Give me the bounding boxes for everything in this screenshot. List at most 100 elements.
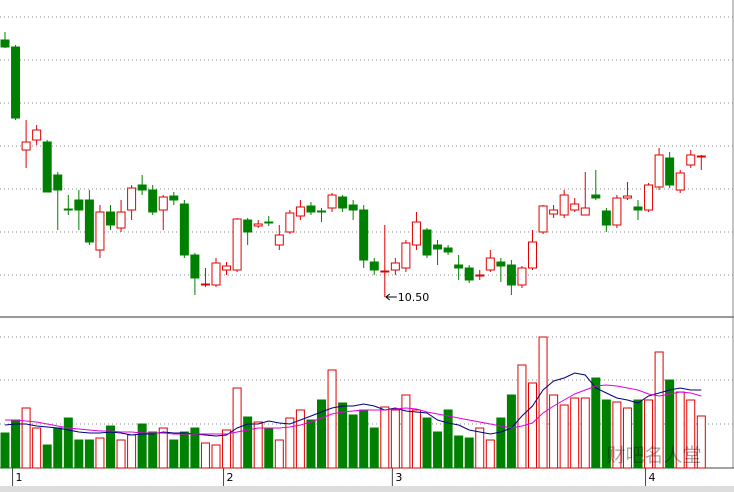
volume-average-line (4, 372, 702, 437)
volume-bar (0, 432, 10, 469)
volume-bar (665, 379, 675, 469)
candle-body (559, 194, 569, 216)
candle-body (148, 189, 158, 213)
volume-bar (506, 394, 516, 469)
volume-bar (411, 409, 421, 469)
candle-body (306, 205, 316, 213)
volume-bar (137, 423, 147, 469)
candle-body (359, 209, 369, 261)
candle-body (63, 208, 73, 211)
x-tick-label: 3 (395, 471, 402, 484)
candle-body (243, 219, 253, 233)
candle-body (21, 141, 31, 151)
volume-bar (190, 427, 200, 469)
candle-body (295, 206, 305, 217)
candle-body (612, 197, 622, 226)
volume-bar (686, 399, 696, 469)
candle-body (538, 205, 548, 233)
volume-bar (580, 397, 590, 469)
volume-bar (74, 439, 84, 469)
volume-bar (570, 397, 580, 469)
candle-body (601, 210, 611, 226)
candle-body (137, 184, 147, 191)
candle-body (464, 267, 474, 281)
volume-bar (106, 425, 115, 469)
volume-bar (454, 435, 464, 469)
candle-body (496, 261, 506, 267)
volume-bar (42, 444, 52, 469)
candle-body (633, 206, 643, 211)
volume-bar (116, 439, 126, 469)
candle-body (211, 262, 221, 286)
volume-bar (211, 444, 221, 469)
candle-body (190, 254, 200, 279)
candle-body (169, 195, 179, 201)
candle-body (200, 283, 210, 286)
volume-bar (622, 407, 632, 469)
candle-body (454, 264, 464, 269)
candle-body (570, 203, 580, 211)
candle-body (422, 229, 432, 256)
candle-body (95, 211, 105, 251)
candle-body (116, 211, 126, 229)
volume-bar (433, 431, 443, 469)
candle-body (42, 141, 52, 193)
candle-body (285, 212, 295, 233)
candle-body (369, 261, 379, 271)
candle-body (158, 196, 168, 211)
volume-bar (654, 351, 664, 469)
candle-body (696, 155, 706, 158)
volume-bar (496, 417, 506, 469)
volume-bar (274, 439, 284, 469)
low-label: 10.50 (398, 291, 430, 304)
candle-body (327, 194, 337, 209)
volume-bar (559, 404, 569, 469)
volume-bar (348, 414, 358, 469)
candle-body (253, 223, 263, 227)
volume-bar (222, 429, 232, 469)
candle-body (433, 244, 443, 250)
volume-bar (306, 419, 316, 469)
volume-bar (338, 402, 348, 469)
candle-body (517, 267, 527, 286)
volume-bar (158, 427, 168, 469)
volume-bar (264, 427, 274, 469)
volume-bar (475, 427, 485, 469)
candle-body (390, 262, 400, 271)
volume-bar (317, 399, 326, 469)
volume-bar (200, 442, 210, 469)
volume-bar (148, 431, 158, 469)
candle-body (401, 242, 411, 269)
x-tick-label: 2 (227, 471, 234, 484)
candle-body (74, 199, 84, 211)
volume-bar (633, 399, 643, 469)
volume-bar (169, 439, 179, 469)
candle-body (84, 199, 94, 243)
candle-body (475, 274, 485, 277)
volume-bar (464, 437, 474, 469)
candle-body (338, 196, 348, 209)
candle-body (622, 195, 632, 199)
volume-bar (422, 417, 432, 469)
volume-bar (538, 336, 548, 469)
candle-body (528, 241, 537, 269)
volume-bar (390, 409, 400, 469)
volume-bar (401, 394, 411, 469)
candle-body (264, 221, 274, 224)
candle-body (654, 154, 664, 188)
candle-body (549, 209, 559, 215)
candle-body (506, 264, 516, 286)
volume-bar (443, 409, 453, 469)
candle-body (53, 174, 63, 191)
candle-body (686, 154, 696, 166)
volume-bar (591, 377, 601, 469)
volume-bar (285, 417, 295, 469)
volume-bar (380, 406, 390, 469)
candle-body (411, 221, 421, 246)
candle-body (591, 194, 601, 199)
candle-body (675, 172, 685, 191)
volume-bar (243, 416, 253, 469)
volume-average-line (5, 384, 702, 435)
volume-bar (21, 407, 31, 469)
